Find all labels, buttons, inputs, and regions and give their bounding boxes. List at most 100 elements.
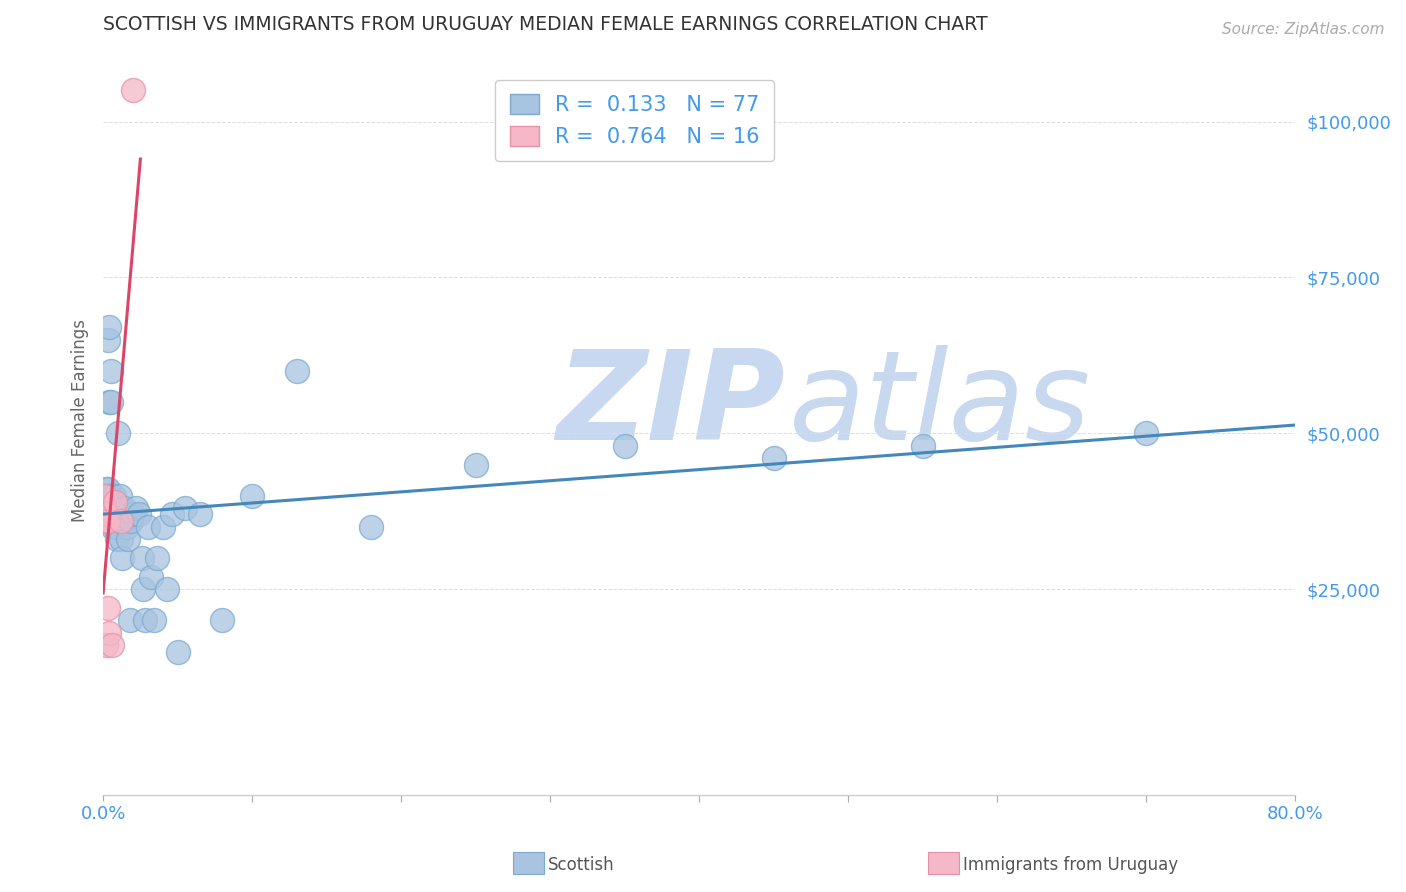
Point [97, 501, 120, 516]
Point [160, 508, 183, 522]
Text: Scottish: Scottish [548, 856, 614, 874]
Y-axis label: Median Female Earnings: Median Female Earnings [72, 319, 89, 523]
Point [93, 508, 115, 522]
Point [94, 501, 117, 516]
Point [103, 489, 125, 503]
Point [1135, 426, 1157, 441]
Point [97, 514, 120, 528]
Point [98, 489, 121, 503]
Point [142, 614, 165, 628]
Point [98, 501, 121, 516]
Point [100, 495, 122, 509]
Point [94, 508, 117, 522]
Point [100, 514, 122, 528]
Point [93, 501, 115, 516]
Point [98, 514, 121, 528]
Point [93, 514, 115, 528]
Point [97, 489, 120, 503]
Text: atlas: atlas [789, 345, 1091, 467]
Point [111, 508, 134, 522]
Point [211, 614, 233, 628]
Point [100, 395, 122, 409]
Point [104, 495, 127, 509]
Point [97, 514, 120, 528]
Point [93, 489, 115, 503]
Point [94, 508, 117, 522]
Text: Immigrants from Uruguay: Immigrants from Uruguay [963, 856, 1178, 874]
Point [100, 501, 122, 516]
Point [125, 501, 148, 516]
Point [101, 514, 124, 528]
Point [762, 451, 785, 466]
Point [107, 514, 129, 528]
Point [97, 495, 120, 509]
Point [115, 520, 138, 534]
Point [103, 508, 125, 522]
Point [108, 489, 131, 503]
Point [93, 489, 115, 503]
Point [107, 426, 129, 441]
Point [110, 533, 132, 547]
Point [104, 508, 127, 522]
Point [101, 520, 124, 534]
Point [93, 501, 115, 516]
Text: SCOTTISH VS IMMIGRANTS FROM URUGUAY MEDIAN FEMALE EARNINGS CORRELATION CHART: SCOTTISH VS IMMIGRANTS FROM URUGUAY MEDI… [103, 15, 988, 34]
Point [94, 483, 117, 497]
Point [104, 520, 127, 534]
Point [97, 508, 120, 522]
Point [108, 508, 131, 522]
Point [94, 489, 117, 503]
Point [132, 582, 155, 597]
Point [911, 439, 934, 453]
Text: Source: ZipAtlas.com: Source: ZipAtlas.com [1222, 22, 1385, 37]
Point [122, 508, 145, 522]
Point [174, 501, 197, 516]
Point [134, 614, 156, 628]
Point [98, 395, 121, 409]
Point [103, 514, 125, 528]
Point [188, 508, 211, 522]
Point [118, 614, 141, 628]
Point [145, 551, 167, 566]
Point [360, 520, 382, 534]
Point [94, 508, 117, 522]
Point [613, 439, 636, 453]
Point [97, 601, 120, 615]
Point [94, 514, 117, 528]
Point [112, 501, 135, 516]
Point [98, 320, 121, 334]
Point [100, 508, 122, 522]
Text: ZIP: ZIP [555, 345, 785, 467]
Point [114, 514, 136, 528]
Point [98, 508, 121, 522]
Point [98, 501, 121, 516]
Point [131, 551, 153, 566]
Point [136, 520, 159, 534]
Point [139, 570, 162, 584]
Point [94, 639, 117, 653]
Point [464, 458, 486, 472]
Point [105, 520, 128, 534]
Point [156, 582, 179, 597]
Point [152, 520, 174, 534]
Point [111, 551, 134, 566]
Point [97, 483, 120, 497]
Point [117, 533, 139, 547]
Point [98, 495, 121, 509]
Point [97, 333, 120, 347]
Point [128, 508, 150, 522]
Point [100, 364, 122, 378]
Point [166, 645, 188, 659]
Point [101, 508, 124, 522]
Point [101, 639, 124, 653]
Point [94, 514, 117, 528]
Point [240, 489, 263, 503]
Legend: R =  0.133   N = 77, R =  0.764   N = 16: R = 0.133 N = 77, R = 0.764 N = 16 [495, 79, 775, 161]
Point [120, 514, 142, 528]
Point [104, 501, 127, 516]
Point [94, 514, 117, 528]
Point [110, 514, 132, 528]
Point [122, 83, 145, 97]
Point [285, 364, 308, 378]
Point [105, 533, 128, 547]
